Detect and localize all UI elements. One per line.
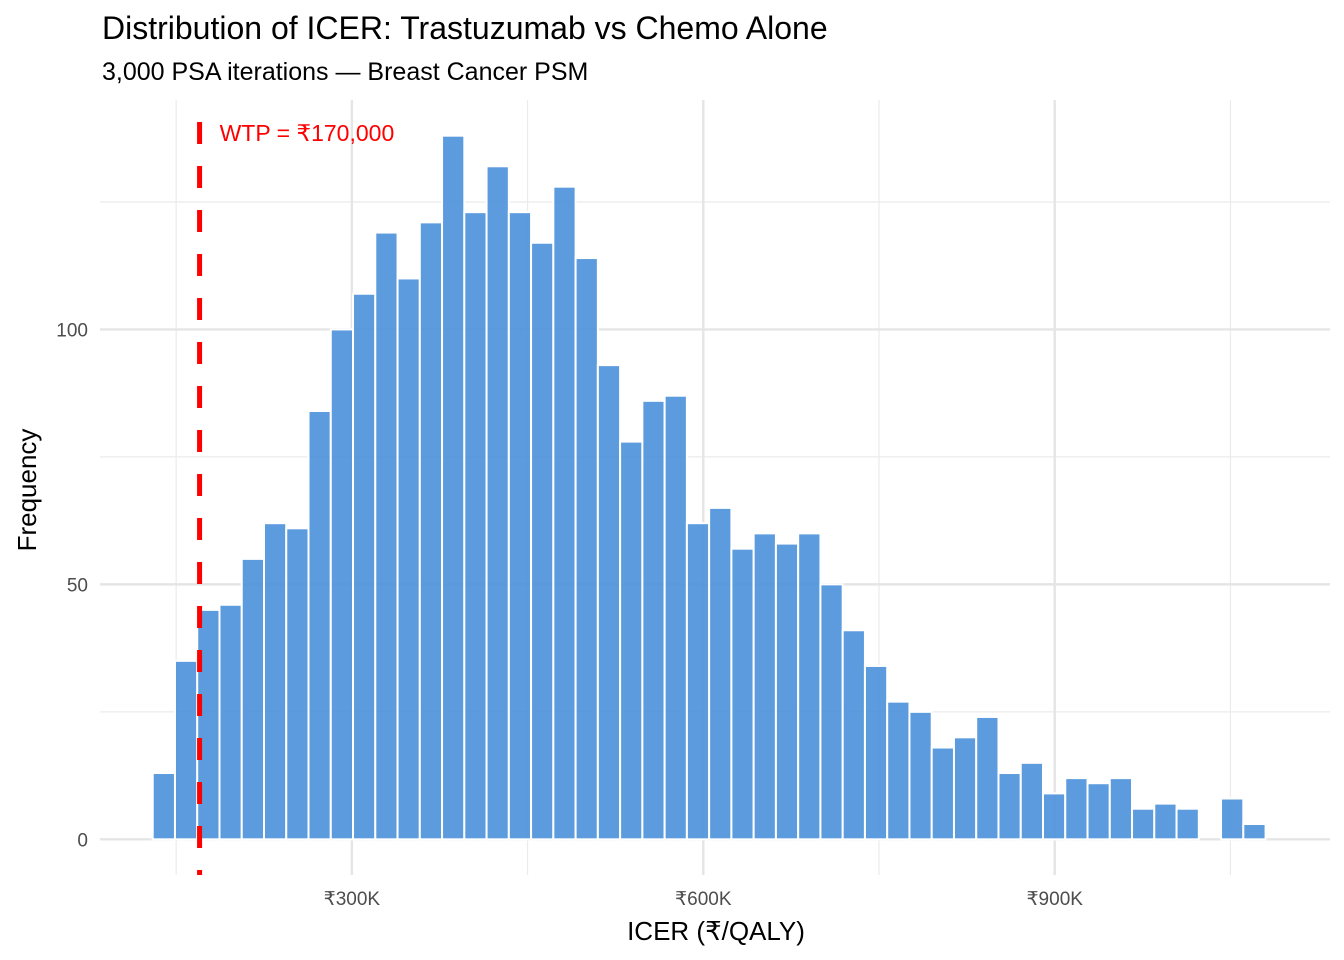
histogram-bar [774, 542, 800, 841]
histogram-bar [975, 715, 1000, 841]
histogram-bar [841, 629, 866, 841]
histogram-bar [596, 364, 622, 841]
histogram-bar [240, 557, 266, 841]
histogram-bar [1220, 797, 1245, 841]
histogram-bar [285, 527, 310, 841]
histogram-bar [307, 410, 332, 841]
histogram-bar [1153, 802, 1178, 841]
histogram-bar [1086, 782, 1111, 841]
x-tick-label: ₹300K [324, 889, 381, 910]
histogram-bar [530, 241, 555, 841]
histogram-bar [218, 603, 243, 841]
histogram-bar [418, 221, 444, 841]
histogram-bar [1175, 807, 1200, 841]
histogram-bar [685, 522, 711, 841]
y-tick-label: 100 [56, 320, 88, 341]
histogram-bar [1242, 823, 1267, 841]
histogram-bar [552, 185, 577, 841]
y-axis-label: Frequency [12, 429, 42, 552]
histogram-bar [507, 211, 533, 841]
histogram-bar [663, 394, 688, 841]
histogram-bar [730, 547, 755, 841]
wtp-reference: WTP = ₹170,000 [197, 120, 395, 875]
histogram-bar [574, 257, 599, 841]
histogram-bar [1131, 807, 1156, 841]
histogram-bar [196, 608, 221, 841]
histogram-bar [886, 700, 911, 841]
histogram-bar [1064, 777, 1089, 841]
y-tick-label: 0 [77, 830, 88, 851]
histogram-bar [329, 328, 355, 841]
chart-subtitle: 3,000 PSA iterations — Breast Cancer PSM [102, 58, 589, 86]
histogram-bar [708, 506, 733, 841]
histogram-bar [930, 746, 955, 841]
histogram-bar [997, 772, 1022, 841]
histogram-bar [863, 664, 889, 841]
histogram-bar [485, 165, 510, 841]
tick-labels: 0 50 100 ₹300K ₹600K ₹900K [56, 320, 1083, 910]
histogram-bar [396, 277, 421, 841]
x-axis-label: ICER (₹/QALY) [627, 916, 805, 946]
histogram-bar [463, 211, 488, 841]
histogram-bar [1019, 761, 1045, 841]
y-tick-label: 50 [67, 575, 88, 596]
histogram-bar [1108, 777, 1134, 841]
chart-title: Distribution of ICER: Trastuzumab vs Che… [102, 10, 828, 46]
histogram-bar [151, 772, 176, 841]
x-tick-label: ₹600K [675, 889, 732, 910]
histogram-bar [374, 231, 399, 841]
histogram-bar [441, 134, 466, 841]
histogram-bar [641, 399, 666, 841]
histogram-bar [263, 522, 288, 841]
bars [151, 134, 1267, 841]
histogram-bar [173, 659, 199, 841]
histogram-bar [819, 583, 844, 841]
histogram-bar [619, 440, 644, 841]
wtp-label: WTP = ₹170,000 [220, 120, 395, 146]
histogram-bar [952, 736, 978, 841]
x-tick-label: ₹900K [1026, 889, 1083, 910]
histogram-bar [352, 292, 377, 841]
histogram-bar [908, 710, 933, 841]
histogram-bar [752, 532, 777, 841]
histogram-bar [797, 532, 822, 841]
histogram-bar [1042, 792, 1067, 841]
